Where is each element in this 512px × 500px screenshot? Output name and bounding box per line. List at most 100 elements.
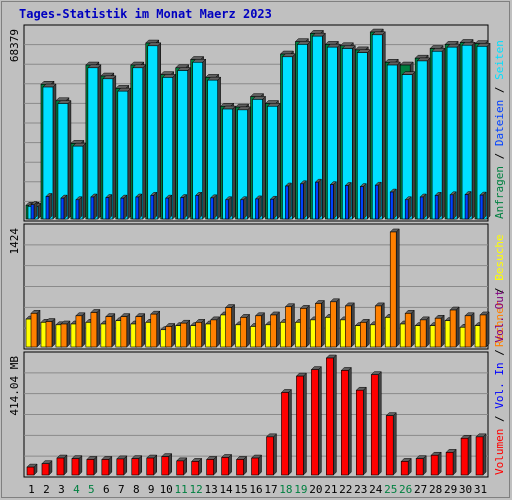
- bar-dateien: [389, 188, 397, 220]
- bar-dateien: [254, 195, 263, 220]
- bar-rechner: [404, 309, 415, 348]
- x-tick-label: 23: [354, 483, 367, 496]
- bar-volumen: [86, 455, 98, 476]
- x-tick-label: 8: [133, 483, 140, 496]
- bar-rechner: [254, 312, 266, 348]
- bar-volumen: [250, 454, 263, 476]
- bar-volumen: [131, 455, 143, 476]
- bar-seiten: [57, 99, 72, 220]
- bar-dateien: [404, 196, 412, 220]
- x-tick-label: 3: [58, 483, 65, 496]
- bar-volumen: [191, 457, 203, 476]
- bar-rechner: [464, 312, 475, 348]
- bar-dateien: [329, 181, 337, 220]
- bar-rechner: [374, 302, 385, 348]
- legend-entry: Seiten: [493, 40, 506, 80]
- bar-volumen: [340, 366, 352, 476]
- bar-rechner: [299, 304, 311, 348]
- bar-volumen: [56, 454, 68, 476]
- bar-rechner: [210, 316, 221, 348]
- bar-rechner: [389, 228, 400, 348]
- x-tick-label: 30: [459, 483, 472, 496]
- x-tick-label: 7: [118, 483, 125, 496]
- bar-rechner: [30, 309, 41, 348]
- bar-dateien: [150, 191, 158, 220]
- bar-volumen: [146, 454, 158, 476]
- x-tick-label: 12: [190, 483, 203, 496]
- x-tick-label: 28: [429, 483, 442, 496]
- bar-dateien: [90, 193, 98, 220]
- bar-dateien: [449, 191, 457, 220]
- bar-dateien: [224, 196, 233, 220]
- bar-rechner: [329, 298, 340, 348]
- bar-volumen: [385, 412, 397, 476]
- legend-entry: Vol. Out: [493, 290, 506, 343]
- bar-dateien: [30, 201, 38, 220]
- bar-dateien: [374, 181, 382, 220]
- bar-dateien: [314, 178, 322, 220]
- x-tick-label: 2: [43, 483, 50, 496]
- bar-rechner: [120, 312, 131, 348]
- bar-rechner: [195, 318, 206, 348]
- x-tick-label: 15: [234, 483, 247, 496]
- bar-rechner: [75, 312, 86, 348]
- bar-rechner: [90, 308, 101, 348]
- x-tick-label: 10: [160, 483, 173, 496]
- bar-dateien: [359, 182, 367, 220]
- bar-rechner: [239, 313, 251, 348]
- bar-rechner: [165, 322, 176, 348]
- bar-dateien: [60, 194, 68, 220]
- x-tick-label: 11: [175, 483, 188, 496]
- bar-volumen: [460, 434, 472, 476]
- bar-volumen: [445, 448, 457, 476]
- bar-dateien: [195, 191, 203, 220]
- bar-rechner: [135, 312, 146, 348]
- chart-panel-visits: 1424 Rechner / Besuche: [8, 223, 506, 350]
- bar-volumen: [235, 455, 248, 476]
- bar-dateien: [135, 193, 143, 220]
- bar-dateien: [419, 193, 427, 220]
- x-tick-label: 4: [73, 483, 80, 496]
- legend-entry: Rechner: [493, 300, 506, 347]
- x-tick-label: 9: [148, 483, 155, 496]
- chart-title: Tages-Statistik im Monat Maerz 2023: [19, 7, 272, 21]
- bar-dateien: [210, 194, 218, 220]
- bar-rechner: [60, 320, 71, 348]
- legend-separator: /: [493, 343, 506, 363]
- y-max-label: 414.04 MB: [8, 356, 21, 416]
- legend-entry: Volumen: [493, 429, 506, 475]
- chart-panel-requests: 68379 Anfragen / Dateien / Seiten: [8, 24, 506, 222]
- bar-seiten: [42, 83, 57, 220]
- bar-rechner: [449, 306, 460, 348]
- bar-rechner: [45, 317, 56, 348]
- bar-dateien: [120, 194, 128, 220]
- legend-visits: Rechner / Besuche: [493, 234, 506, 347]
- bar-volumen: [370, 371, 382, 476]
- bar-dateien: [105, 193, 113, 220]
- bar-volumen: [325, 354, 337, 476]
- x-tick-label: 18: [279, 483, 292, 496]
- bar-seiten: [251, 95, 267, 220]
- bar-dateien: [464, 190, 472, 220]
- bar-volumen: [206, 455, 218, 476]
- x-tick-label: 24: [369, 483, 383, 496]
- legend-separator: /: [493, 281, 506, 301]
- x-tick-label: 19: [294, 483, 307, 496]
- x-tick-label: 6: [103, 483, 110, 496]
- bar-volumen: [280, 388, 293, 476]
- x-tick-label: 27: [414, 483, 427, 496]
- bar-volumen: [475, 433, 487, 476]
- legend-separator: /: [493, 146, 506, 166]
- bar-rechner: [224, 303, 236, 348]
- bar-volumen: [265, 433, 278, 476]
- bar-rechner: [314, 299, 325, 348]
- bar-seiten: [356, 49, 371, 220]
- bar-rechner: [359, 318, 370, 348]
- x-tick-label: 26: [399, 483, 412, 496]
- bar-dateien: [269, 195, 278, 220]
- bar-rechner: [150, 310, 161, 348]
- legend-requests: Anfragen / Dateien / Seiten: [493, 40, 506, 219]
- y-max-label: 68379: [8, 29, 21, 62]
- bar-volumen: [220, 453, 233, 476]
